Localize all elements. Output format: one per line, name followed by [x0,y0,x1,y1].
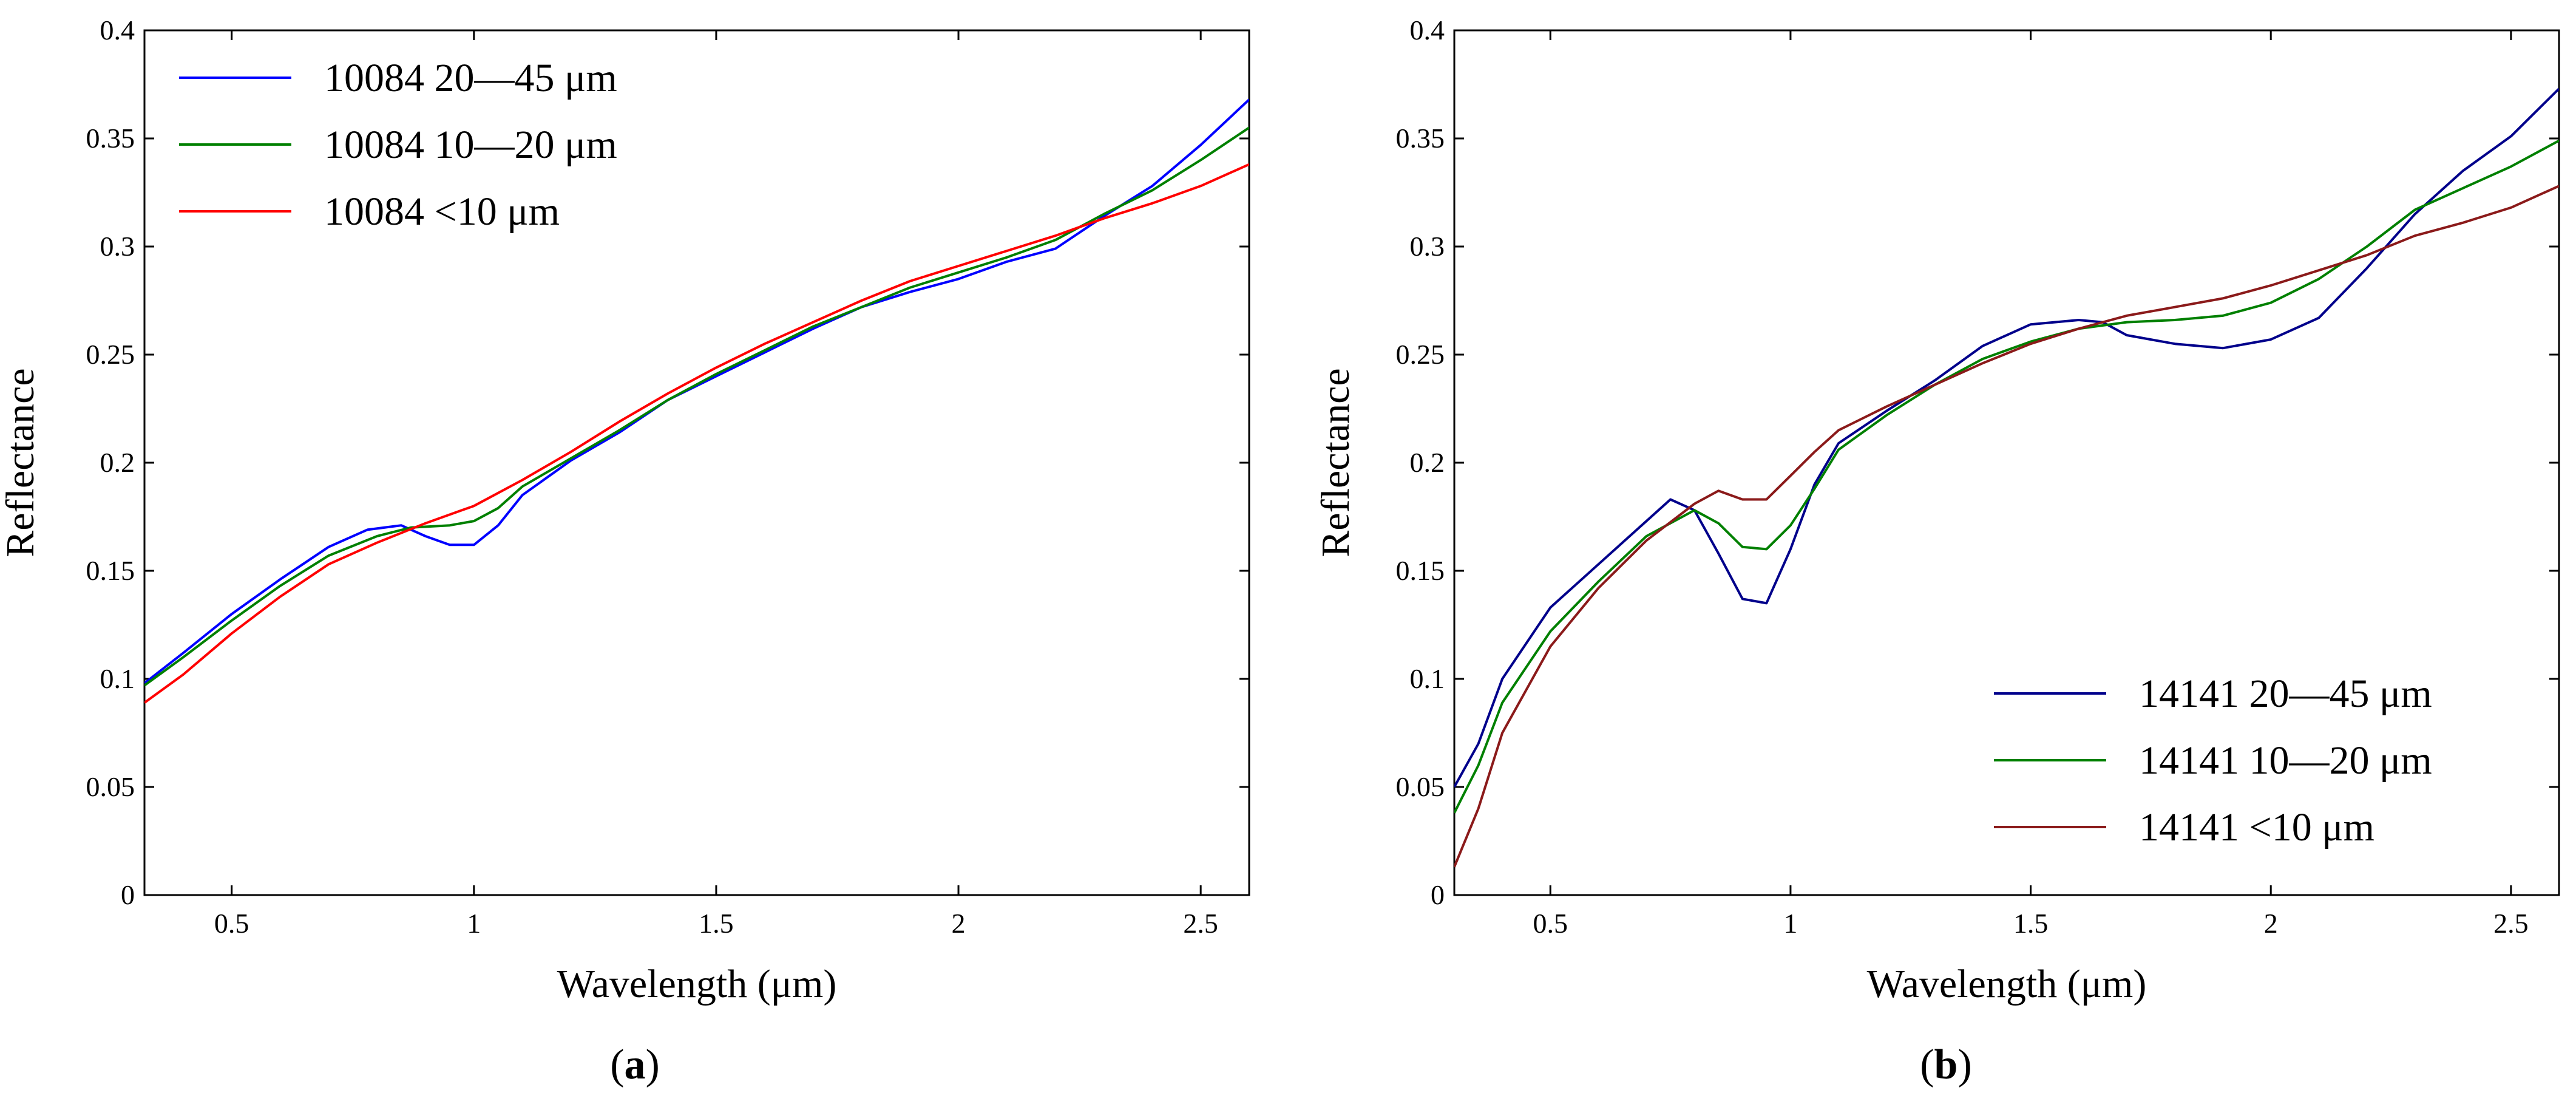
y-tick-label: 0.15 [86,555,135,586]
caption-close-paren: ) [1957,1041,1971,1088]
x-tick-label: 2 [2264,908,2278,939]
x-tick-label: 1.5 [2013,908,2049,939]
caption-letter: b [1934,1041,1958,1088]
legend: 10084 20—45 μm 10084 10—20 μm 10084 <10 μm [179,56,617,234]
x-tick-label: 2.5 [2493,908,2529,939]
plot-frame [143,29,1250,896]
x-tick-label: 1 [1783,908,1797,939]
y-tick-label: 0.25 [86,339,135,370]
legend-label-1: 14141 20—45 μm [2139,672,2432,716]
x-tick-label: 0.5 [1533,908,1568,939]
chart-panel-b: 0 0.05 0.1 0.15 0.2 0.25 0.3 0.35 0.4 0.5 1 1.5 2 2.5… [1313,15,2560,1088]
x-tick-label: 2 [952,908,966,939]
panel-caption: (a) [610,1041,660,1088]
series-line-1 [144,98,1249,684]
y-tick-label: 0.05 [86,771,135,802]
x-tick-label: 0.5 [214,908,249,939]
y-tick-label: 0.3 [100,231,135,262]
y-tick-label: 0 [1431,879,1445,910]
plot-frame [1453,29,2560,896]
legend-label-3: 10084 <10 μm [324,189,560,234]
legend: 14141 20—45 μm 14141 10—20 μm 14141 <10 μm [1994,672,2432,850]
y-tick-label: 0.1 [100,663,135,694]
y-axis-label: Reflectance [0,368,42,557]
y-axis-label: Reflectance [1313,368,1358,557]
panel-caption: (b) [1920,1041,1972,1088]
caption-open-paren: ( [1920,1041,1934,1088]
y-tick-label: 0.35 [86,123,135,154]
y-tick-label: 0.35 [1396,123,1445,154]
x-axis-label: Wavelength (μm) [557,962,837,1006]
series-line-3 [1454,185,2559,868]
chart-panel-a: 0 0.05 0.1 0.15 0.2 0.25 0.3 0.35 0.4 0.5 1 1.5 2 2.5… [0,15,1250,1088]
legend-label-1: 10084 20—45 μm [324,56,617,100]
y-tick-label: 0.2 [1410,447,1445,478]
caption-letter: a [625,1041,646,1088]
y-tick-label: 0.25 [1396,339,1445,370]
y-tick-label: 0.4 [100,15,135,46]
y-tick-label: 0.15 [1396,555,1445,586]
series-line-2 [144,126,1249,687]
x-tick-label: 1.5 [699,908,734,939]
y-tick-label: 0.2 [100,447,135,478]
y-tick-label: 0.4 [1410,15,1445,46]
caption-close-paren: ) [646,1041,660,1088]
x-tick-label: 2.5 [1183,908,1218,939]
legend-label-2: 10084 10—20 μm [324,123,617,167]
y-tick-label: 0.05 [1396,771,1445,802]
caption-open-paren: ( [610,1041,624,1088]
y-tick-label: 0.1 [1410,663,1445,694]
y-tick-label: 0 [121,879,135,910]
x-axis-label: Wavelength (μm) [1867,962,2147,1006]
legend-label-2: 14141 10—20 μm [2139,738,2432,783]
legend-label-3: 14141 <10 μm [2139,805,2374,850]
x-tick-label: 1 [467,908,481,939]
y-tick-label: 0.3 [1410,231,1445,262]
series-line-3 [144,163,1249,704]
